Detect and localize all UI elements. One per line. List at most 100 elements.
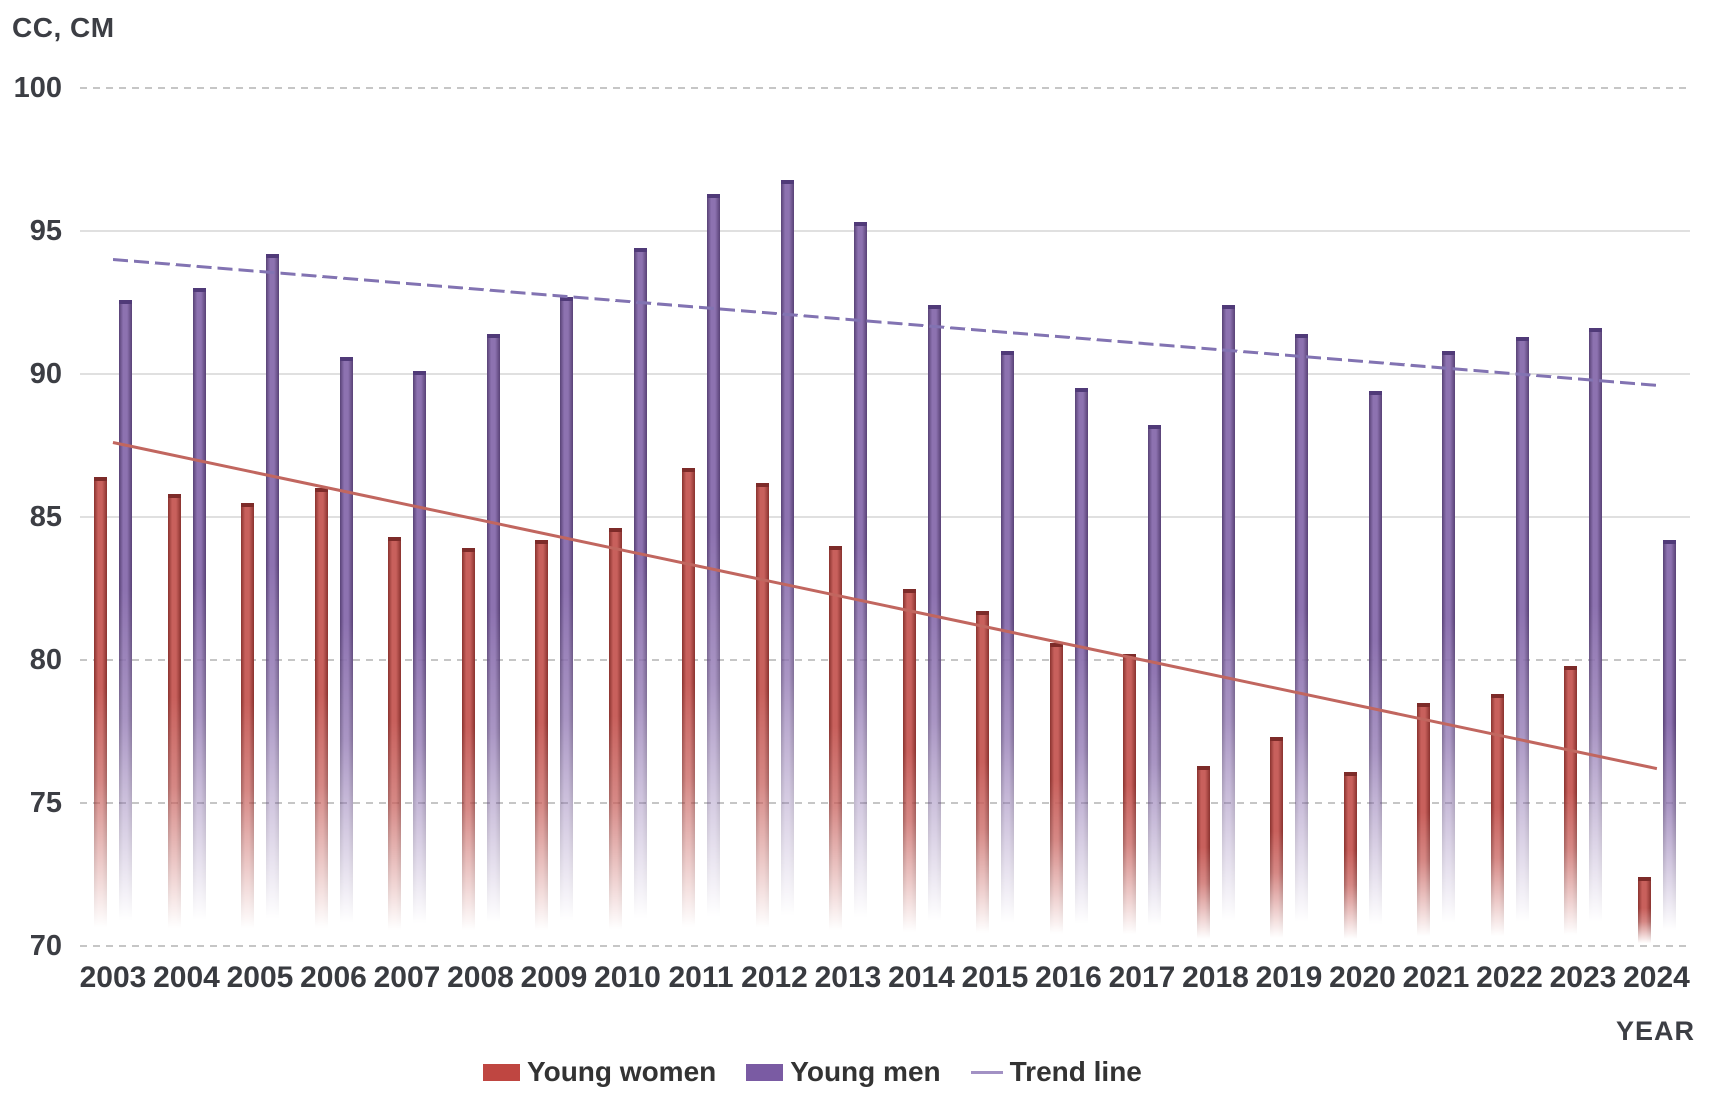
bar-young-men-2017 <box>1148 425 1161 946</box>
bar-young-men-2019 <box>1295 333 1308 946</box>
bar-cap <box>1515 336 1529 341</box>
y-tick-95: 95 <box>29 215 62 247</box>
x-tick-2009: 2009 <box>520 961 588 994</box>
bar-cap <box>413 371 426 376</box>
bar-cap <box>854 222 867 227</box>
bar-young-men-2013 <box>854 222 867 946</box>
x-tick-2005: 2005 <box>226 961 294 994</box>
y-tick-70: 70 <box>29 930 62 962</box>
bar-shading <box>266 253 279 946</box>
bar-shading <box>902 588 916 946</box>
bar-cap <box>192 288 206 293</box>
bar-shading <box>167 494 181 946</box>
bar-shading <box>682 468 695 946</box>
gridline-100 <box>80 87 1690 89</box>
gridline-85 <box>80 516 1690 518</box>
legend-item-trend-line: Trend line <box>970 1056 1142 1088</box>
bar-young-women-2009 <box>535 539 548 946</box>
bar-young-men-2021 <box>1442 351 1455 946</box>
bar-young-women-2020 <box>1343 771 1357 946</box>
y-tick-100: 100 <box>13 72 62 104</box>
x-tick-2023: 2023 <box>1549 961 1617 994</box>
bar-cap <box>560 296 573 301</box>
x-tick-2010: 2010 <box>594 961 661 994</box>
bar-young-women-2018 <box>1196 765 1210 946</box>
trend-line-swatch <box>970 1070 1003 1074</box>
bar-cap <box>314 488 328 493</box>
bar-shading <box>780 179 794 946</box>
bar-cap <box>1417 702 1430 707</box>
bar-cap <box>780 179 794 184</box>
bar-shading <box>119 299 132 946</box>
bar-young-women-2010 <box>608 528 622 946</box>
bar-young-men-2010 <box>633 248 647 946</box>
bar-cap <box>707 193 720 198</box>
bar-cap <box>1564 665 1577 670</box>
bar-cap <box>633 248 647 253</box>
bar-young-men-2009 <box>560 296 573 946</box>
bar-cap <box>927 305 941 310</box>
bar-cap <box>1074 388 1088 393</box>
bar-young-men-2006 <box>339 356 353 946</box>
bar-shading <box>1196 765 1210 946</box>
bar-young-women-2019 <box>1270 737 1283 946</box>
bar-cap <box>1368 391 1382 396</box>
bar-cap <box>1589 328 1602 333</box>
x-tick-2007: 2007 <box>373 961 441 994</box>
legend-label-trend-line: Trend line <box>1009 1056 1142 1087</box>
bar-shading <box>1589 328 1602 946</box>
bar-cap <box>976 611 989 616</box>
bar-young-women-2016 <box>1049 642 1063 946</box>
x-tick-2020: 2020 <box>1329 961 1396 994</box>
bar-shading <box>1123 654 1136 946</box>
x-tick-2003: 2003 <box>79 961 147 994</box>
bar-shading <box>1049 642 1063 946</box>
bar-shading <box>1662 539 1676 946</box>
bar-young-men-2016 <box>1074 388 1088 946</box>
x-tick-2014: 2014 <box>888 961 955 994</box>
bar-shading <box>1442 351 1455 946</box>
young-men-swatch <box>746 1063 784 1081</box>
bar-shading <box>1001 351 1014 946</box>
bar-cap <box>1637 877 1651 882</box>
bar-cap <box>535 539 548 544</box>
young-women-swatch <box>483 1063 520 1081</box>
x-tick-2012: 2012 <box>741 961 808 994</box>
bar-young-women-2006 <box>314 488 328 946</box>
gridline-90 <box>80 373 1690 375</box>
y-tick-80: 80 <box>29 644 62 676</box>
x-tick-2019: 2019 <box>1255 961 1323 994</box>
y-tick-90: 90 <box>29 358 62 390</box>
bar-young-women-2012 <box>755 482 769 946</box>
bar-young-men-2014 <box>927 305 941 946</box>
bar-shading <box>560 296 573 946</box>
bar-young-men-2022 <box>1515 336 1529 946</box>
x-tick-2017: 2017 <box>1108 961 1176 994</box>
bar-young-women-2005 <box>241 502 254 946</box>
bar-young-men-2024 <box>1662 539 1676 946</box>
bar-shading <box>1148 425 1161 946</box>
bar-cap <box>902 588 916 593</box>
bar-young-men-2018 <box>1221 305 1235 946</box>
y-axis-title: CC, CM <box>12 12 115 43</box>
bar-cap <box>608 528 622 533</box>
x-tick-2015: 2015 <box>961 961 1029 994</box>
bar-cap <box>461 548 475 553</box>
bar-cap <box>119 299 132 304</box>
bar-shading <box>755 482 769 946</box>
bar-young-men-2020 <box>1368 391 1382 946</box>
bar-young-women-2013 <box>829 545 842 946</box>
bar-shading <box>1221 305 1235 946</box>
bar-shading <box>1368 391 1382 946</box>
bar-cap <box>1295 333 1308 338</box>
bar-shading <box>854 222 867 946</box>
bar-shading <box>1490 694 1504 946</box>
gridline-80 <box>80 659 1690 661</box>
bar-cap <box>1662 539 1676 544</box>
x-tick-2006: 2006 <box>300 961 367 994</box>
x-tick-2018: 2018 <box>1182 961 1249 994</box>
bar-shading <box>388 537 401 946</box>
x-tick-2021: 2021 <box>1402 961 1470 994</box>
bar-young-men-2004 <box>192 288 206 946</box>
